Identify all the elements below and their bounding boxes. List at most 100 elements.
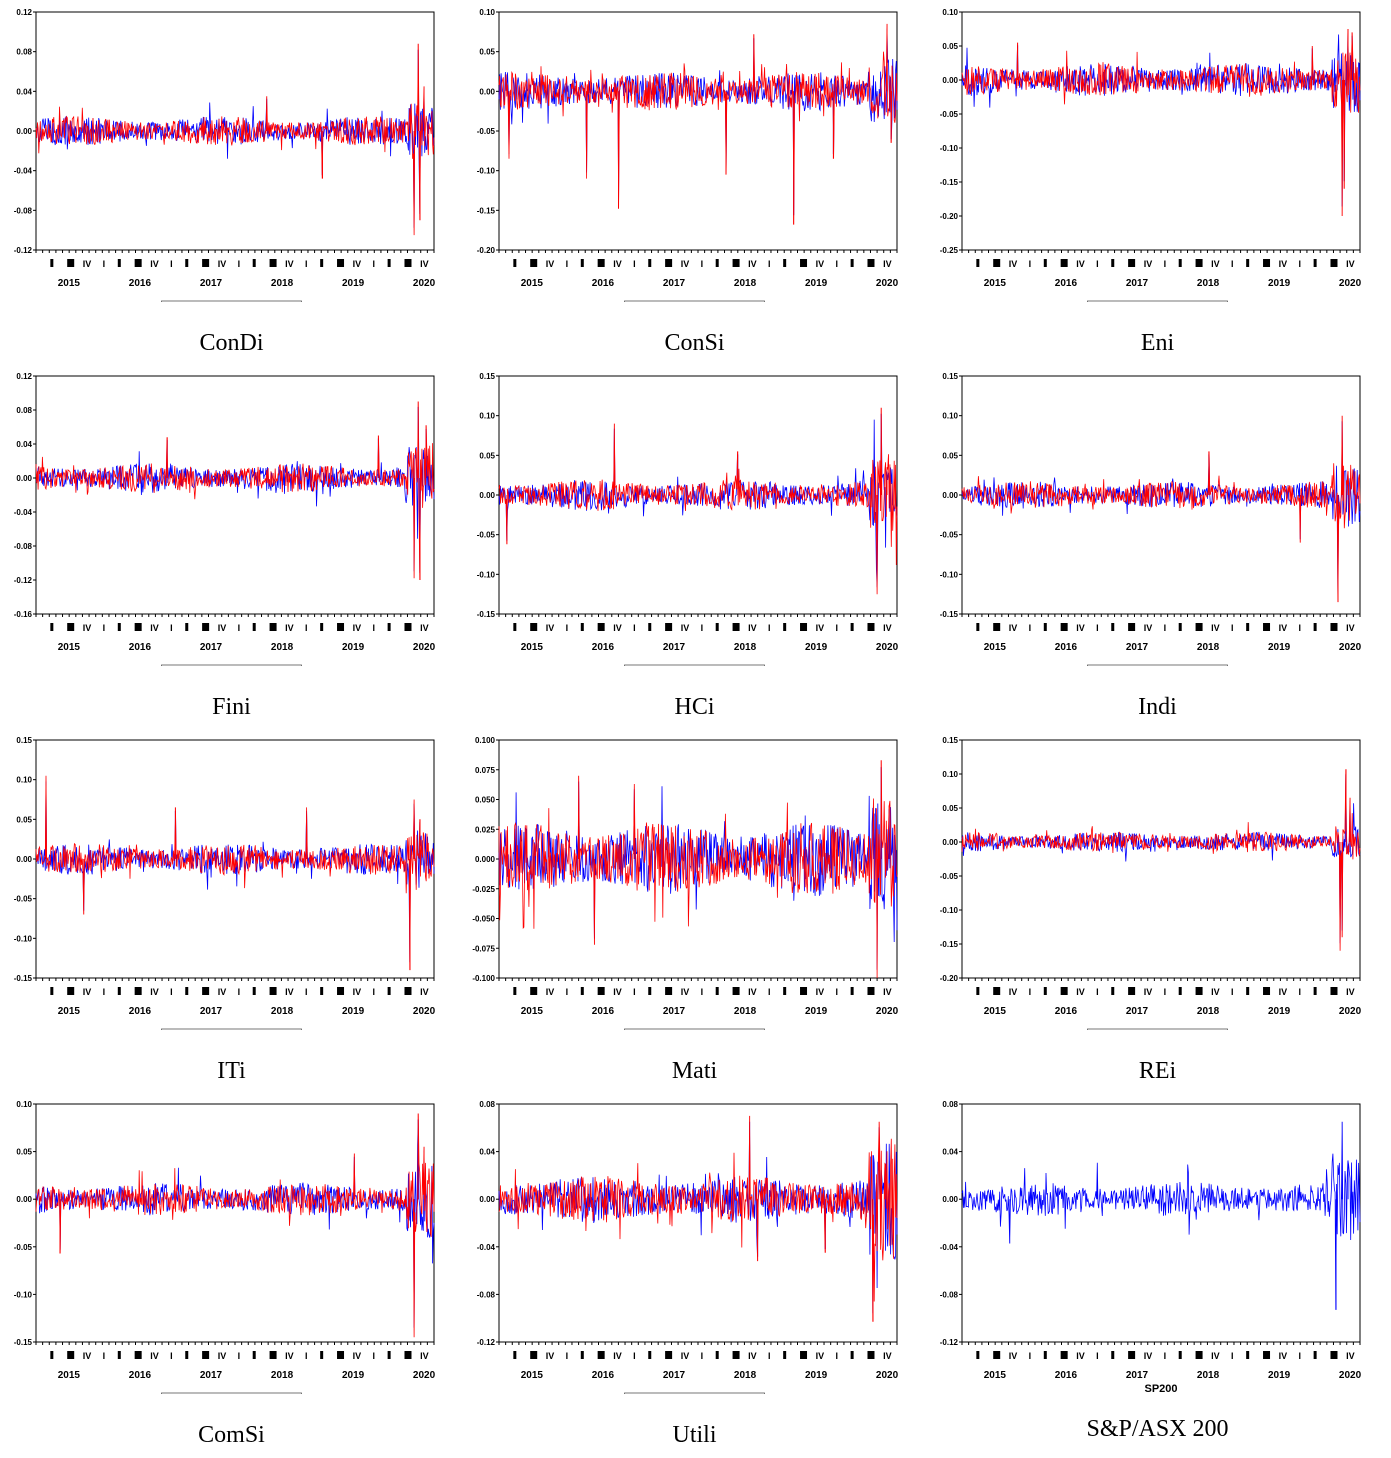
quarter-mark [67, 259, 75, 267]
quarter-mark [513, 1351, 517, 1359]
quarter-mark [1263, 1351, 1271, 1359]
year-label: 2018 [734, 278, 757, 289]
chart-svg: 0.15 0.10 0.05 0.00 -0.05 -0.10 -0.15 IV I IV I IV I… [14, 736, 436, 1030]
quarter-label: I [633, 623, 636, 633]
quarter-label: I [701, 623, 704, 633]
year-label: 2018 [734, 1370, 757, 1381]
year-label: 2018 [271, 1006, 294, 1017]
y-tick-label: 0.05 [16, 1148, 32, 1157]
quarter-mark [530, 987, 538, 995]
plot-frame [498, 1103, 898, 1343]
quarter-mark [1246, 987, 1250, 995]
quarter-mark [1263, 259, 1271, 267]
quarter-mark [1263, 623, 1271, 631]
quarter-label: IV [546, 1351, 555, 1361]
year-label: 2015 [58, 278, 81, 289]
y-tick-label: -0.04 [14, 167, 33, 176]
quarter-label: IV [218, 987, 227, 997]
quarter-label: IV [1279, 259, 1288, 269]
quarter-label: IV [218, 1351, 227, 1361]
year-label: 2019 [805, 278, 828, 289]
y-tick-label: 0.05 [942, 42, 958, 51]
quarter-mark [404, 259, 412, 267]
quarter-mark [50, 623, 54, 631]
y-tick-label: 0.04 [16, 440, 32, 449]
quarter-label: IV [218, 623, 227, 633]
quarter-label: IV [218, 259, 227, 269]
quarter-label: IV [681, 623, 690, 633]
quarter-label: I [373, 259, 376, 269]
quarter-label: IV [1279, 1351, 1288, 1361]
y-tick-label: -0.20 [940, 974, 959, 983]
quarter-label: I [1164, 987, 1167, 997]
chart-svg: 0.10 0.05 0.00 -0.05 -0.10 -0.15 -0.20 -0.25 IV I… [940, 8, 1362, 302]
quarter-mark [993, 259, 1001, 267]
quarter-label: IV [1346, 987, 1355, 997]
quarter-label: IV [420, 259, 429, 269]
quarter-label: IV [1211, 987, 1220, 997]
year-label: 2020 [413, 642, 436, 653]
quarter-mark [783, 1351, 787, 1359]
y-tick-label: -0.10 [477, 570, 496, 579]
y-tick-label: 0.00 [16, 1195, 32, 1204]
legend-box [624, 1392, 765, 1394]
plot-frame [961, 1103, 1361, 1343]
chart-caption: ConDi [199, 330, 264, 356]
quarter-label: I [701, 1351, 704, 1361]
chart-svg: 0.12 0.08 0.04 0.00 -0.04 -0.08 -0.12 IV I IV I IV I… [14, 8, 436, 302]
quarter-mark [1195, 1351, 1203, 1359]
quarter-mark [1111, 259, 1115, 267]
quarter-mark [269, 1351, 277, 1359]
quarter-label: I [170, 1351, 173, 1361]
quarter-label: IV [1144, 259, 1153, 269]
chart-caption: Fini [212, 694, 251, 720]
quarter-mark [1128, 987, 1136, 995]
series-line [961, 415, 1361, 603]
quarter-mark [1195, 259, 1203, 267]
y-tick-label: 0.00 [479, 1195, 495, 1204]
quarter-mark [665, 987, 673, 995]
legend-box [1087, 1028, 1228, 1030]
plot-frame [961, 11, 1361, 251]
quarter-label: IV [83, 987, 92, 997]
quarter-mark [1263, 987, 1271, 995]
quarter-label: IV [150, 987, 159, 997]
y-tick-label: -0.20 [940, 212, 959, 221]
year-label: 2016 [129, 278, 152, 289]
chart-panel: 0.10 0.05 0.00 -0.05 -0.10 -0.15 IV I IV I IV I IV I I… [0, 1094, 463, 1458]
quarter-mark [783, 623, 787, 631]
year-label: 2019 [805, 1006, 828, 1017]
quarter-label: IV [546, 987, 555, 997]
quarter-mark [732, 259, 740, 267]
y-tick-label: 0.10 [942, 412, 958, 421]
y-tick-label: 0.00 [942, 838, 958, 847]
year-label: 2019 [1268, 642, 1291, 653]
year-label: 2017 [200, 278, 223, 289]
y-tick-label: -0.04 [940, 1243, 959, 1252]
quarter-mark [1330, 259, 1338, 267]
quarter-mark [1111, 1351, 1115, 1359]
year-label: 2019 [805, 642, 828, 653]
series-line [35, 43, 435, 236]
series-line [961, 769, 1361, 951]
year-label: 2019 [342, 1006, 365, 1017]
year-label: 2018 [271, 642, 294, 653]
quarter-label: IV [1211, 623, 1220, 633]
quarter-label: IV [1144, 623, 1153, 633]
y-tick-label: -0.15 [14, 1338, 33, 1347]
year-label: 2017 [200, 1006, 223, 1017]
quarter-mark [387, 259, 391, 267]
year-label: 2020 [1339, 642, 1362, 653]
quarter-mark [117, 1351, 121, 1359]
quarter-mark [252, 259, 256, 267]
quarter-label: I [238, 623, 241, 633]
y-tick-label: 0.00 [479, 87, 495, 96]
chart-svg: 0.15 0.10 0.05 0.00 -0.05 -0.10 -0.15 IV I IV I IV I… [477, 372, 899, 666]
series-line [35, 401, 435, 581]
year-label: 2017 [200, 642, 223, 653]
quarter-label: IV [285, 623, 294, 633]
quarter-label: I [1299, 987, 1302, 997]
quarter-mark [665, 259, 673, 267]
y-tick-label: 0.08 [942, 1100, 958, 1109]
year-label: 2020 [413, 278, 436, 289]
